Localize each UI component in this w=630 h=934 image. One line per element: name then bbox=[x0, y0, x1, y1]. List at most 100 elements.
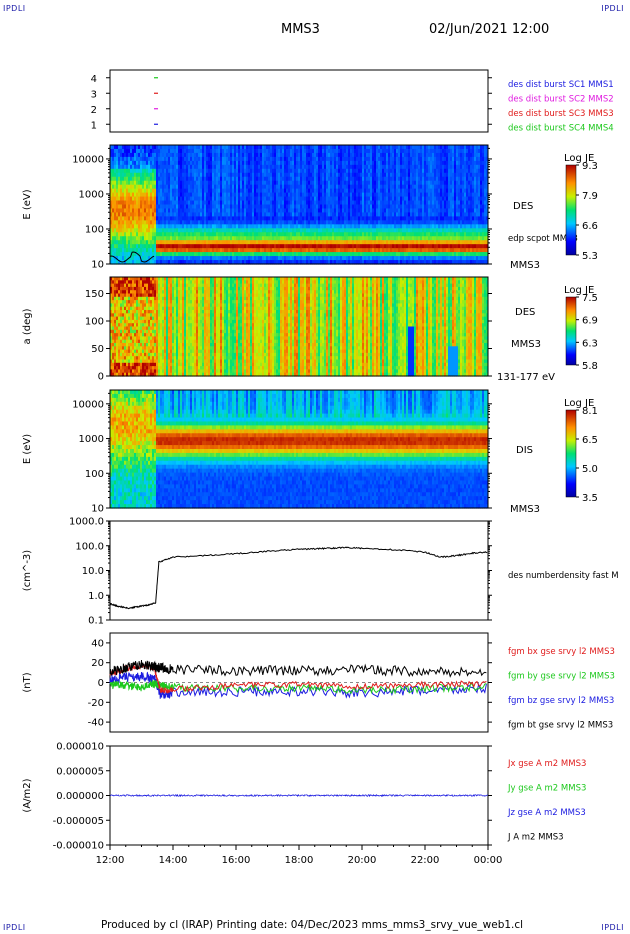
colorbar-label-p3-0: 8.1 bbox=[582, 406, 598, 417]
colorbar-label-p3-2: 5.0 bbox=[582, 464, 598, 475]
ylabel-p6: (A/m2) bbox=[22, 778, 33, 812]
colorbar-label-p1-2: 6.6 bbox=[582, 221, 598, 232]
legend-burst-2: des dist burst SC2 MMS2 bbox=[508, 95, 614, 105]
ytick-label-p2-2: 100 bbox=[85, 317, 104, 328]
ylabel-p4: (cm^-3) bbox=[22, 550, 33, 591]
right-label-des-energy: DES bbox=[513, 201, 533, 212]
ytick-label-p3-3: 10000 bbox=[72, 399, 104, 410]
right-label-des-pitch: DES bbox=[515, 307, 535, 318]
ytick-label-p6-4: 0.000010 bbox=[56, 742, 104, 753]
legend-b-3: fgm bt gse srvy l2 MMS3 bbox=[508, 721, 613, 731]
xtick-label-1: 14:00 bbox=[159, 855, 188, 866]
ytick-label-p2-3: 150 bbox=[85, 289, 104, 300]
legend-burst-1: des dist burst SC1 MMS1 bbox=[508, 80, 614, 90]
legend-j-1: Jy gse A m2 MMS3 bbox=[507, 784, 586, 794]
right-label-energy-range: 131-177 eV bbox=[497, 372, 555, 383]
ytick-label-p1-3: 10000 bbox=[72, 154, 104, 165]
ylabel-p5: (nT) bbox=[22, 672, 33, 692]
ytick-label-p6-2: 0.000000 bbox=[56, 791, 104, 802]
scpot-line bbox=[109, 251, 155, 263]
colorbar-label-p1-0: 9.3 bbox=[582, 161, 598, 172]
right-label-dis: DIS bbox=[516, 445, 533, 456]
panel-des-pitch bbox=[109, 276, 489, 377]
xtick-label-3: 18:00 bbox=[285, 855, 314, 866]
ytick-label-p1-1: 100 bbox=[85, 224, 104, 235]
legend-b-2: fgm bz gse srvy l2 MMS3 bbox=[508, 696, 614, 706]
corner-bl: IPDLI bbox=[3, 923, 26, 932]
ytick-label-p2-0: 0 bbox=[98, 372, 104, 383]
colorbar-title-p1: Log JE bbox=[564, 153, 594, 164]
ytick-label-p2-1: 50 bbox=[91, 344, 104, 355]
ylabel-p1: E (eV) bbox=[22, 189, 33, 219]
b-line-3 bbox=[109, 659, 487, 678]
colorbar-title-p2: Log JE bbox=[564, 285, 594, 296]
ytick-label-p5-2: 0 bbox=[98, 678, 104, 689]
colorbar-label-p3-1: 6.5 bbox=[582, 435, 598, 446]
xtick-label-6: 00:00 bbox=[474, 855, 503, 866]
j-line bbox=[109, 793, 488, 798]
ytick-label-p4-0: 0.1 bbox=[88, 616, 104, 627]
b-line-1 bbox=[109, 680, 487, 695]
ylabel-p3: E (eV) bbox=[22, 434, 33, 464]
xtick-label-0: 12:00 bbox=[96, 855, 125, 866]
datetime-title: 02/Jun/2021 12:00 bbox=[429, 22, 550, 37]
colorbar-label-p3-3: 3.5 bbox=[582, 493, 598, 504]
ytick-label-p4-4: 1000.0 bbox=[69, 517, 104, 528]
xtick-label-5: 22:00 bbox=[411, 855, 440, 866]
colorbar-label-p2-1: 6.9 bbox=[582, 316, 598, 327]
right-label-mms3-pitch: MMS3 bbox=[511, 339, 541, 350]
colorbar-p1 bbox=[565, 164, 577, 256]
ytick-label-p6-1: -0.000005 bbox=[53, 816, 104, 827]
ytick-label-p5-4: 40 bbox=[91, 638, 104, 649]
ytick-label-p0-3: 4 bbox=[91, 74, 97, 85]
panel-density bbox=[109, 520, 489, 621]
colorbar-p2 bbox=[565, 296, 577, 366]
panel-burst bbox=[109, 69, 489, 133]
legend-burst-4: des dist burst SC4 MMS4 bbox=[508, 124, 614, 134]
legend-j-3: J A m2 MMS3 bbox=[507, 833, 564, 843]
ytick-label-p3-0: 10 bbox=[91, 504, 104, 515]
ytick-label-p4-3: 100.0 bbox=[75, 541, 104, 552]
ytick-label-p0-0: 1 bbox=[91, 120, 97, 131]
legend-j-0: Jx gse A m2 MMS3 bbox=[507, 759, 586, 769]
spacecraft-title: MMS3 bbox=[281, 22, 320, 37]
footer-text: Produced by cl (IRAP) Printing date: 04/… bbox=[101, 919, 524, 931]
ylabel-p2: a (deg) bbox=[22, 308, 33, 344]
ytick-label-p0-2: 3 bbox=[91, 89, 97, 100]
ytick-label-p3-2: 1000 bbox=[79, 434, 104, 445]
ytick-label-p0-1: 2 bbox=[91, 105, 97, 116]
colorbar-p3 bbox=[565, 409, 577, 498]
right-label-mms3-energy: MMS3 bbox=[510, 260, 540, 271]
legend-b-1: fgm by gse srvy l2 MMS3 bbox=[508, 672, 615, 682]
legend-density: des numberdensity fast M bbox=[508, 571, 619, 581]
ytick-label-p6-0: -0.000010 bbox=[53, 841, 104, 852]
colorbar-label-p1-1: 7.9 bbox=[582, 191, 598, 202]
colorbar-title-p3: Log JE bbox=[564, 398, 594, 409]
corner-tr: IPDLI bbox=[601, 4, 624, 13]
colorbar-label-p2-2: 6.3 bbox=[582, 338, 598, 349]
heatmap-cells-p1 bbox=[110, 145, 489, 265]
ytick-label-p4-2: 10.0 bbox=[82, 566, 104, 577]
ytick-label-p1-2: 1000 bbox=[79, 189, 104, 200]
ytick-label-p1-0: 10 bbox=[91, 260, 104, 271]
ytick-label-p5-3: 20 bbox=[91, 658, 104, 669]
heatmap-cells-p3 bbox=[110, 390, 489, 509]
density-line bbox=[109, 546, 488, 610]
heatmap-cells-p2 bbox=[110, 277, 489, 377]
legend-burst-3: des dist burst SC3 MMS3 bbox=[508, 109, 614, 119]
ytick-label-p6-3: 0.000005 bbox=[56, 766, 104, 777]
legend-b-0: fgm bx gse srvy l2 MMS3 bbox=[508, 647, 615, 657]
ytick-label-p5-0: -40 bbox=[88, 718, 104, 729]
colorbar-label-p2-0: 7.5 bbox=[582, 293, 598, 304]
colorbar-label-p2-3: 5.8 bbox=[582, 361, 598, 372]
corner-br: IPDLI bbox=[601, 923, 624, 932]
right-label-mms3-dis: MMS3 bbox=[510, 504, 540, 515]
right-label-scpot: edp scpot MMS3 bbox=[508, 234, 578, 244]
xtick-label-2: 16:00 bbox=[222, 855, 251, 866]
legend-j-2: Jz gse A m2 MMS3 bbox=[507, 808, 586, 818]
colorbar-label-p1-3: 5.3 bbox=[582, 251, 598, 262]
ytick-label-p3-1: 100 bbox=[85, 469, 104, 480]
ytick-label-p5-1: -20 bbox=[88, 698, 104, 709]
xtick-label-4: 20:00 bbox=[348, 855, 377, 866]
